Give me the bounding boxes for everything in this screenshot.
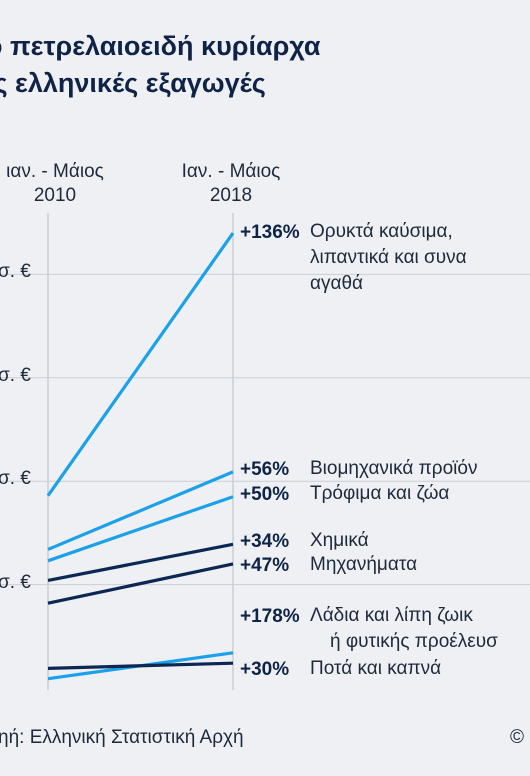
series-change-label: +50%: [240, 484, 290, 505]
left-column-label: ιαν. - Μάιος 2010: [0, 160, 125, 208]
series-name-label: Τρόφιμα και ζώα: [310, 481, 449, 507]
series-name-label: Λάδια και λίπη ζωικ ή φυτικής προέλευσ: [310, 603, 498, 655]
y-tick-label: σ. €: [0, 261, 31, 283]
series-name-label: Ποτά και καπνά: [310, 656, 441, 682]
series-name-label: Μηχανήματα: [310, 552, 417, 578]
y-tick-label: σ. €: [0, 571, 31, 593]
series-change-label: +56%: [240, 459, 290, 480]
series-change-label: +178%: [240, 606, 300, 627]
series-name-line: Χημικά: [310, 530, 369, 551]
series-name-line: Τρόφιμα και ζώα: [310, 483, 450, 504]
y-tick-label: σ. €: [0, 468, 31, 490]
y-tick-label: σ. €: [0, 364, 31, 386]
left-column-year: 2010: [33, 185, 77, 206]
right-column-year: 2018: [209, 185, 253, 206]
series-name-line: λιπαντικά και συνα: [310, 247, 467, 268]
series-line: [46, 232, 235, 497]
series-line: [47, 470, 234, 551]
series-name-line: αγαθά: [310, 273, 364, 294]
series-change-label: +47%: [240, 555, 290, 576]
series-line: [47, 562, 234, 605]
series-line: [47, 495, 234, 563]
series-name-line: ή φυτικής προέλευσ: [330, 631, 498, 652]
series-name-line: Ορυκτά καύσιμα,: [310, 221, 453, 242]
title-line-2: ις ελληνικές εξαγωγές: [0, 68, 266, 98]
series-change-label: +34%: [240, 531, 290, 552]
series-name-line: Βιομηχανικά προϊόν: [310, 458, 478, 479]
series-change-label: +136%: [240, 222, 300, 243]
right-column-label: Ιαν. - Μάιος 2018: [161, 160, 301, 208]
left-column-period: ιαν. - Μάιος: [6, 161, 104, 182]
series-name-label: Βιομηχανικά προϊόν: [310, 456, 477, 482]
series-line: [47, 542, 234, 583]
copyright-mark: ©: [510, 727, 524, 748]
series-name-line: Μηχανήματα: [310, 554, 418, 575]
right-column-period: Ιαν. - Μάιος: [181, 161, 281, 182]
series-line: [47, 661, 234, 670]
chart-title: ο πετρελαιοειδή κυρίαρχα ις ελληνικές εξ…: [0, 28, 320, 102]
series-name-line: Ποτά και καπνά: [310, 658, 442, 679]
series-name-line: Λάδια και λίπη ζωικ: [310, 605, 473, 626]
series-change-label: +30%: [240, 659, 290, 680]
series-name-label: Ορυκτά καύσιμα, λιπαντικά και συνα αγαθά: [310, 219, 467, 297]
title-line-1: ο πετρελαιοειδή κυρίαρχα: [0, 31, 321, 61]
source-note: ηή: Ελληνική Στατιστική Αρχή: [0, 727, 244, 748]
series-name-label: Χημικά: [310, 528, 369, 554]
